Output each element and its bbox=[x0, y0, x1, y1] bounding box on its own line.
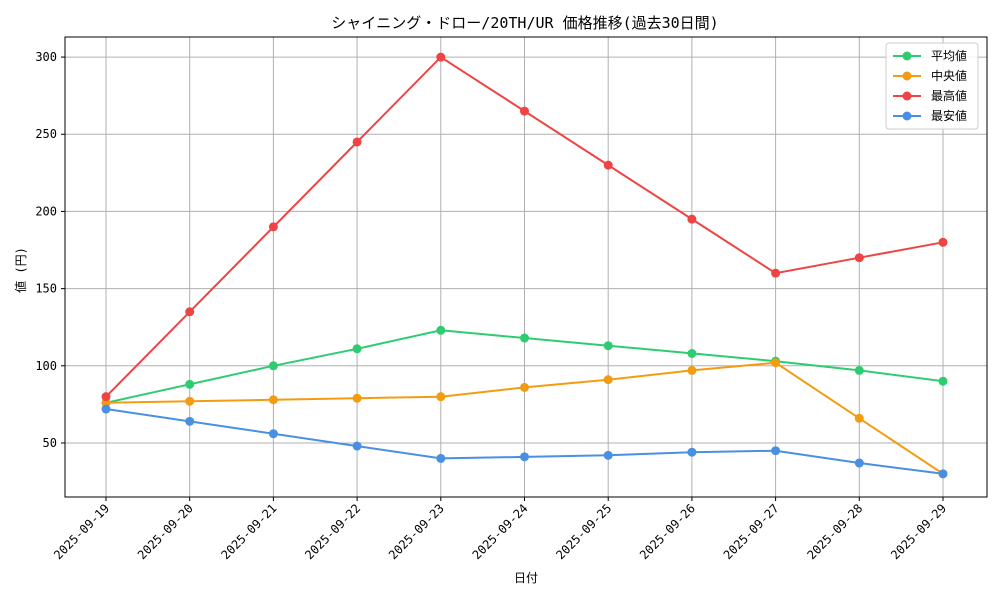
data-point bbox=[185, 307, 195, 317]
data-point bbox=[687, 365, 697, 375]
legend-label: 最高値 bbox=[931, 88, 967, 103]
plot-frame bbox=[64, 36, 988, 498]
x-axis-label: 日付 bbox=[514, 571, 538, 585]
data-point bbox=[268, 395, 278, 405]
data-point bbox=[854, 253, 864, 263]
legend-marker bbox=[902, 51, 912, 61]
x-tick-label: 2025-09-23 bbox=[386, 501, 447, 562]
data-point bbox=[520, 106, 529, 116]
chart-title: シャイニング・ドロー/20TH/UR 価格推移(過去30日間) bbox=[331, 14, 718, 32]
legend-marker bbox=[902, 71, 912, 81]
data-point bbox=[352, 344, 362, 354]
data-point bbox=[603, 375, 613, 385]
data-point bbox=[101, 392, 111, 402]
grid bbox=[65, 37, 987, 497]
x-tick-label: 2025-09-29 bbox=[888, 501, 949, 562]
data-point bbox=[938, 469, 948, 479]
data-point bbox=[352, 441, 362, 451]
data-point bbox=[436, 52, 446, 62]
x-tick-label: 2025-09-20 bbox=[135, 501, 196, 562]
series-2 bbox=[101, 52, 948, 402]
y-axis: 50 100 150 200 250 300 bbox=[35, 50, 65, 450]
data-point bbox=[185, 379, 195, 389]
data-point bbox=[687, 447, 697, 457]
data-point bbox=[687, 348, 697, 358]
data-point bbox=[352, 137, 362, 147]
data-point bbox=[352, 393, 362, 403]
x-tick-label: 2025-09-28 bbox=[804, 501, 865, 562]
legend-label: 平均値 bbox=[931, 48, 967, 63]
x-tick-label: 2025-09-21 bbox=[219, 501, 280, 562]
x-tick-label: 2025-09-22 bbox=[302, 501, 363, 562]
x-tick-label: 2025-09-24 bbox=[470, 501, 531, 562]
data-point bbox=[854, 365, 864, 375]
series-0 bbox=[101, 325, 948, 408]
y-tick-label: 150 bbox=[35, 282, 57, 296]
data-point bbox=[938, 237, 948, 247]
y-tick-label: 300 bbox=[35, 50, 57, 64]
x-axis: 2025-09-19 2025-09-20 2025-09-21 2025-09-22… bbox=[51, 497, 949, 562]
data-point bbox=[771, 446, 781, 456]
data-point bbox=[268, 222, 278, 232]
data-point bbox=[520, 333, 529, 343]
legend-frame bbox=[885, 42, 979, 130]
data-point bbox=[436, 453, 446, 463]
data-point bbox=[185, 416, 195, 426]
series-3 bbox=[101, 404, 948, 479]
data-point bbox=[854, 458, 864, 468]
legend-marker bbox=[902, 111, 912, 121]
y-tick-label: 50 bbox=[43, 436, 57, 450]
data-point bbox=[268, 361, 278, 371]
data-point bbox=[687, 214, 697, 224]
data-point bbox=[101, 404, 111, 414]
y-axis-label: 値 (円) bbox=[13, 247, 28, 293]
data-point bbox=[268, 429, 278, 439]
x-tick-label: 2025-09-27 bbox=[721, 501, 782, 562]
x-tick-label: 2025-09-19 bbox=[51, 501, 112, 562]
x-tick-label: 2025-09-25 bbox=[553, 501, 614, 562]
legend-marker bbox=[902, 91, 912, 101]
data-point bbox=[854, 413, 864, 423]
x-tick-label: 2025-09-26 bbox=[637, 501, 698, 562]
data-point bbox=[771, 268, 781, 278]
data-point bbox=[101, 398, 111, 408]
data-point bbox=[771, 358, 781, 368]
data-point bbox=[436, 392, 446, 402]
data-point bbox=[938, 376, 948, 386]
y-tick-label: 200 bbox=[35, 204, 57, 218]
y-tick-label: 100 bbox=[35, 359, 57, 373]
legend-label: 中央値 bbox=[931, 68, 967, 83]
y-tick-label: 250 bbox=[35, 127, 57, 141]
data-point bbox=[603, 450, 613, 460]
data-point bbox=[436, 325, 446, 335]
legend-label: 最安値 bbox=[931, 108, 967, 123]
data-point bbox=[520, 452, 529, 462]
data-point bbox=[603, 160, 613, 170]
data-point bbox=[520, 382, 529, 392]
series-group bbox=[101, 52, 948, 479]
data-point bbox=[603, 341, 613, 351]
data-point bbox=[185, 396, 195, 406]
